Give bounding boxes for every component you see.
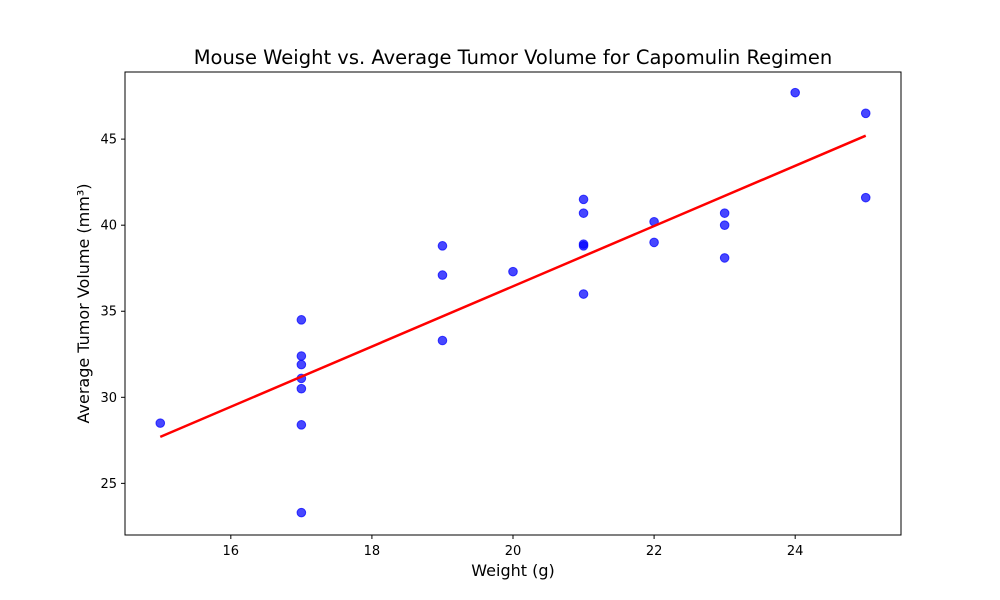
x-tick-label: 24 <box>787 544 804 559</box>
plot-layer <box>155 87 871 518</box>
scatter-point <box>719 220 730 230</box>
y-tick-label: 45 <box>100 133 117 148</box>
scatter-point <box>296 507 307 518</box>
scatter-point <box>296 359 307 370</box>
scatter-point <box>296 383 307 394</box>
scatter-point <box>437 335 448 346</box>
x-tick-label: 18 <box>364 544 381 559</box>
y-axis-label: Average Tumor Volume (mm³) <box>74 184 93 424</box>
scatter-point <box>296 351 307 361</box>
y-tick-label: 30 <box>100 391 117 406</box>
scatter-point <box>296 420 307 430</box>
scatter-point <box>860 192 871 203</box>
scatter-point <box>296 315 307 325</box>
scatter-point <box>860 108 871 119</box>
scatter-point <box>578 241 589 251</box>
scatter-point <box>719 208 730 218</box>
x-tick-label: 20 <box>505 544 522 559</box>
y-tick-label: 40 <box>100 219 117 234</box>
x-axis-ticks: 16 18 20 22 24 <box>223 535 804 559</box>
x-tick-label: 22 <box>646 544 663 559</box>
scatter-point <box>578 194 589 205</box>
scatter-point <box>437 241 448 251</box>
scatter-point <box>649 237 659 248</box>
chart-title: Mouse Weight vs. Average Tumor Volume fo… <box>194 46 833 69</box>
y-axis-ticks: 25 30 35 40 45 <box>100 133 125 492</box>
y-tick-label: 35 <box>100 305 117 320</box>
scatter-point <box>155 418 166 428</box>
scatter-point <box>578 208 589 218</box>
regression-line <box>159 134 867 439</box>
scatter-point <box>437 270 448 280</box>
x-tick-label: 16 <box>223 544 240 559</box>
scatter-point <box>578 289 589 299</box>
scatter-point <box>719 253 730 263</box>
x-axis-label: Weight (g) <box>471 561 554 580</box>
scatter-point <box>508 266 518 277</box>
scatter-point <box>790 87 800 98</box>
y-tick-label: 25 <box>100 477 117 492</box>
